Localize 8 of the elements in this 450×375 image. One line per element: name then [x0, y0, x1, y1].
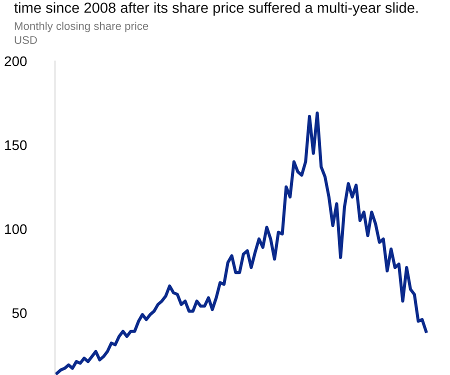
- line-series: [55, 112, 428, 375]
- y-tick-label: 50: [12, 308, 27, 318]
- y-tick-label: 150: [5, 140, 27, 150]
- y-tick-label: 200: [4, 56, 27, 66]
- chart-subtitle: Monthly closing share price: [14, 22, 148, 32]
- y-tick-label: 100: [5, 224, 27, 234]
- chart-title: time since 2008 after its share price suffered a multi-year slide.: [14, 2, 418, 16]
- y-axis-title: USD: [14, 36, 37, 44]
